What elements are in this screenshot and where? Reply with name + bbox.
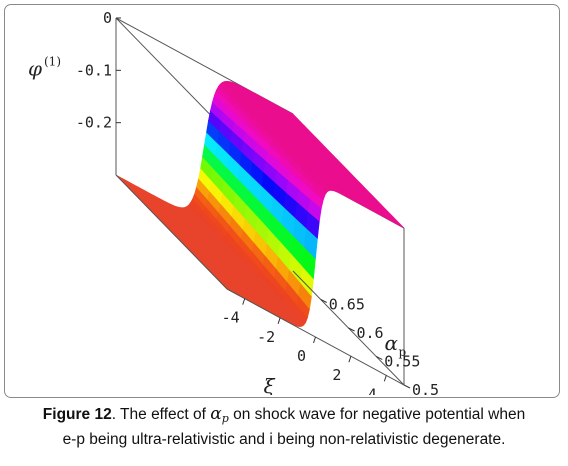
caption-line-2: e-p being ultra-relativistic and i being… <box>62 431 506 448</box>
y-axis-label: α <box>385 331 399 355</box>
y-axis-label-subscript: p <box>399 345 407 359</box>
x-tick-label: 4 <box>368 385 377 395</box>
axis-labels: ξ α p φ (1) <box>28 54 407 395</box>
y-tick-label: 0.5 <box>412 381 439 395</box>
y-tick-mark <box>376 356 383 360</box>
z-axis-label-superscript: (1) <box>44 54 61 68</box>
box-edge <box>115 174 228 290</box>
figure-caption: Figure 12. The effect of αp on shock wav… <box>0 404 568 450</box>
y-tick-mark <box>348 327 355 332</box>
y-tick-label: 0.55 <box>384 353 420 371</box>
x-tick-label: 0 <box>297 347 306 365</box>
z-tick-label: -0.2 <box>76 114 112 132</box>
caption-symbol: α <box>210 404 222 424</box>
caption-text-after: on shock wave for negative potential whe… <box>228 406 526 423</box>
x-tick-mark <box>313 336 316 344</box>
figure-frame: -4 -2 0 2 4 0.5 0.55 0.6 0.65 0 -0.1 -0.2 ξ α p φ (1) <box>4 4 560 398</box>
caption-line-1: Figure 12. The effect of αp on shock wav… <box>0 404 568 429</box>
surface-plot: -4 -2 0 2 4 0.5 0.550.6 0.65 0 -0.1 -0.2 ξ α p φ (1) <box>28 9 439 395</box>
z-tick-label: 0 <box>103 9 112 27</box>
y-tick-mark <box>320 299 327 303</box>
caption-symbol-subscript: p <box>221 412 229 425</box>
y-tick-label: 0.6 <box>357 324 384 342</box>
x-tick-mark <box>348 356 352 363</box>
x-tick-label: 2 <box>332 366 341 384</box>
box-edge <box>115 17 228 133</box>
caption-text-before: . The effect of <box>111 406 211 423</box>
x-tick-mark <box>242 298 246 305</box>
x-tick-label: -2 <box>257 328 275 346</box>
x-tick-mark <box>383 375 387 382</box>
x-axis-label: ξ <box>264 374 276 395</box>
z-tick-label: -0.1 <box>76 61 112 79</box>
x-tick-mark <box>277 317 281 324</box>
surface <box>115 80 405 328</box>
y-tick-label: 0.65 <box>329 296 365 314</box>
y-tick-mark <box>403 384 411 389</box>
axis-ticks: -4 -2 0 2 4 0.5 0.550.6 0.65 0 -0.1 -0.2 <box>76 9 439 395</box>
surface-patch <box>390 215 405 229</box>
z-axis-label: φ <box>28 56 42 80</box>
figure-label: Figure 12 <box>42 406 112 423</box>
x-tick-label: -4 <box>222 309 240 327</box>
